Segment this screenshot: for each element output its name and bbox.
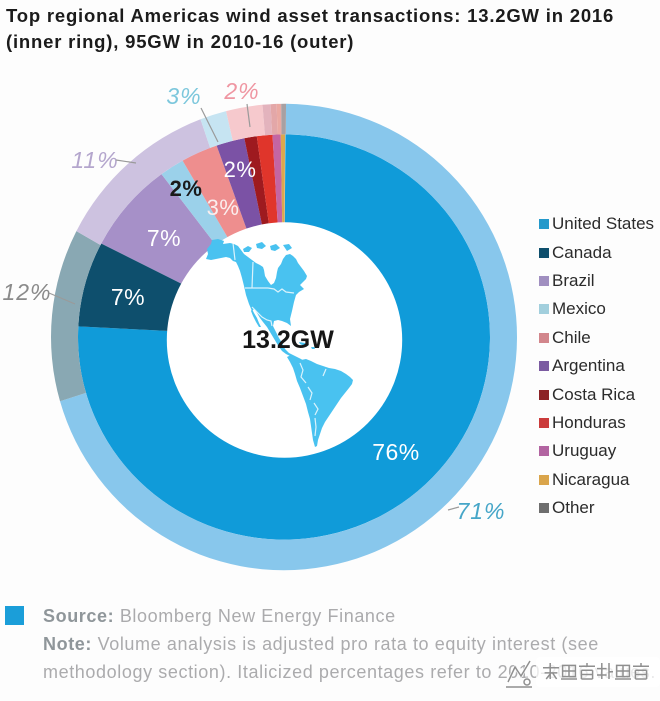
svg-text:7%: 7% <box>147 225 181 251</box>
svg-text:7%: 7% <box>111 284 145 310</box>
svg-text:11%: 11% <box>71 147 118 173</box>
svg-text:71%: 71% <box>456 498 505 524</box>
svg-text:3%: 3% <box>166 83 201 109</box>
svg-text:13.2GW: 13.2GW <box>242 326 334 354</box>
svg-text:2%: 2% <box>224 157 257 182</box>
svg-text:3%: 3% <box>207 195 240 220</box>
svg-text:2%: 2% <box>170 176 203 201</box>
svg-text:76%: 76% <box>372 439 420 465</box>
svg-text:12%: 12% <box>2 279 51 305</box>
svg-text:2%: 2% <box>223 78 259 104</box>
